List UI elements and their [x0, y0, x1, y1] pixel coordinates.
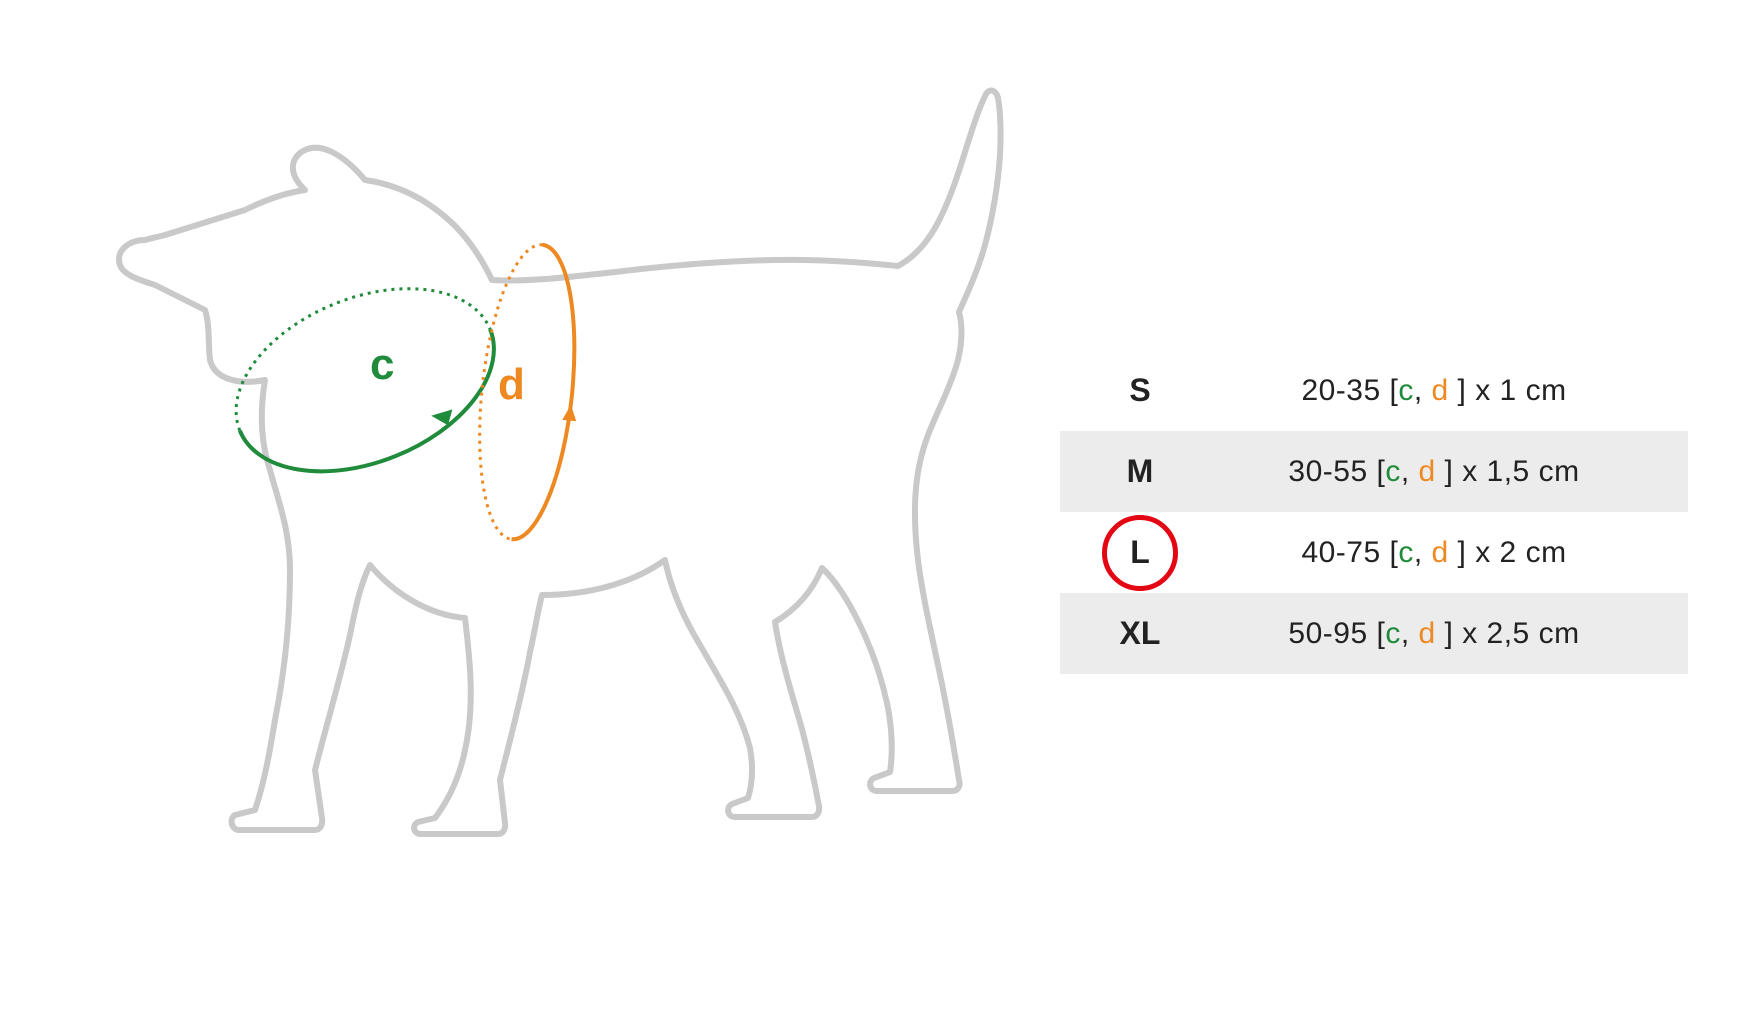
size-row-m: M 30-55 [c, d ] x 1,5 cm — [1060, 431, 1688, 512]
size-row-l: L40-75 [c, d ] x 2 cm — [1060, 512, 1688, 593]
selected-circle-icon — [1102, 515, 1178, 591]
d-letter: d — [1419, 455, 1436, 488]
size-value: 30-55 [c, d ] x 1,5 cm — [1200, 455, 1668, 489]
c-letter: c — [1385, 455, 1401, 488]
size-label-text: XL — [1120, 615, 1161, 652]
width-text: 2,5 — [1487, 617, 1530, 650]
size-value: 20-35 [c, d ] x 1 cm — [1200, 374, 1668, 408]
dog-diagram: c d — [60, 40, 1040, 984]
range-text: 40-75 — [1301, 536, 1380, 569]
size-label-text: S — [1129, 372, 1150, 409]
c-letter: c — [1398, 374, 1414, 407]
range-text: 50-95 — [1288, 617, 1367, 650]
c-label: c — [370, 340, 394, 390]
c-letter: c — [1385, 617, 1401, 650]
d-label: d — [498, 360, 525, 410]
range-text: 30-55 — [1288, 455, 1367, 488]
size-value: 40-75 [c, d ] x 2 cm — [1200, 536, 1668, 570]
width-text: 2 — [1500, 536, 1517, 569]
size-label: S — [1080, 372, 1200, 409]
sizing-diagram-container: c d S 20-35 [c, d ] x 1 cm M 30-55 [c, d ] … — [0, 0, 1748, 1024]
size-value: 50-95 [c, d ] x 2,5 cm — [1200, 617, 1668, 651]
size-table: S 20-35 [c, d ] x 1 cm M 30-55 [c, d ] x 1,… — [1040, 350, 1688, 674]
d-letter: d — [1419, 617, 1436, 650]
width-text: 1,5 — [1487, 455, 1530, 488]
size-label: M — [1080, 453, 1200, 490]
d-measurement-ellipse — [467, 240, 594, 545]
d-letter: d — [1432, 536, 1449, 569]
size-row-xl: XL 50-95 [c, d ] x 2,5 cm — [1060, 593, 1688, 674]
width-text: 1 — [1500, 374, 1517, 407]
d-letter: d — [1432, 374, 1449, 407]
range-text: 20-35 — [1301, 374, 1380, 407]
size-label: XL — [1080, 615, 1200, 652]
size-label-text: M — [1127, 453, 1154, 490]
size-label: L — [1080, 534, 1200, 571]
size-row-s: S 20-35 [c, d ] x 1 cm — [1060, 350, 1688, 431]
c-letter: c — [1398, 536, 1414, 569]
dog-svg — [60, 40, 1040, 860]
